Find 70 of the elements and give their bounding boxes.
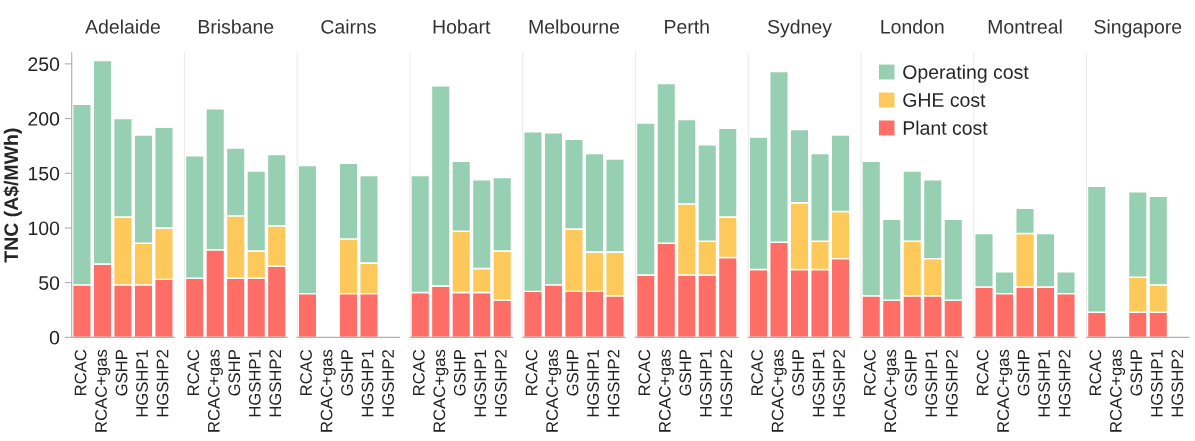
chart-title: Adelaide [85, 19, 160, 34]
x-tick-label: GSHP [904, 350, 917, 396]
x-tick-label: HGSHP1 [699, 349, 712, 417]
x-tick-label: GSHP [1130, 350, 1143, 396]
chart-title: Hobart [433, 19, 491, 34]
x-tick-label: HGSHP2 [1171, 350, 1184, 417]
chart-title: Montreal [988, 19, 1062, 34]
y-tick-label: 0 [49, 330, 60, 345]
x-tick-label: HGSHP1 [1038, 349, 1050, 417]
x-tick-label: HGSHP2 [494, 350, 507, 417]
y-tick-label: 200 [28, 112, 60, 126]
x-tick-label: HGSHP2 [156, 350, 169, 417]
x-tick-label: RCAC+gas [433, 349, 449, 432]
chart-title: Perth [665, 19, 709, 34]
x-tick-label: GSHP [453, 350, 466, 396]
x-tick-label: GSHP [679, 350, 692, 396]
x-tick-label: RCAC [187, 349, 200, 396]
y-tick-label: 150 [28, 166, 60, 181]
chart-title: Brisbane [198, 19, 274, 34]
x-tick-label: HGSHP1 [812, 349, 825, 417]
x-tick-label: HGSHP2 [833, 350, 845, 417]
x-tick-label: RCAC [412, 349, 425, 396]
x-tick-label: RCAC+gas [320, 349, 336, 432]
legend-label: Operating cost [903, 64, 1029, 83]
x-tick-label: HGSHP1 [248, 349, 261, 417]
x-tick-label: HGSHP2 [1058, 350, 1071, 417]
x-tick-label: RCAC [863, 349, 876, 396]
x-tick-label: HGSHP1 [925, 349, 938, 417]
x-tick-label: HGSHP1 [474, 349, 487, 417]
x-tick-label: HGSHP2 [720, 350, 733, 417]
y-tick-label: 50 [39, 276, 60, 290]
x-tick-label: GSHP [115, 350, 128, 396]
chart-title: Cairns [321, 19, 376, 34]
chart-title: Singapore [1094, 19, 1182, 38]
x-tick-label: RCAC [74, 349, 87, 396]
x-tick-label: RCAC [976, 349, 989, 396]
x-tick-label: HGSHP1 [587, 349, 599, 417]
x-tick-label: GSHP [566, 350, 579, 396]
x-tick-label: HGSHP1 [1150, 349, 1163, 417]
x-tick-label: HGSHP1 [136, 349, 148, 417]
chart-title: Sydney [767, 19, 832, 38]
y-tick-label: 100 [28, 221, 60, 236]
x-tick-label: RCAC+gas [658, 349, 675, 432]
x-tick-label: RCAC+gas [95, 349, 111, 432]
y-axis-title: TNC (A$/MWh) [3, 128, 22, 263]
x-tick-label: RCAC [525, 349, 538, 396]
x-tick-label: GSHP [341, 350, 353, 396]
x-tick-label: RCAC+gas [207, 349, 223, 432]
x-tick-label: RCAC+gas [997, 349, 1013, 432]
x-tick-label: RCAC+gas [1109, 349, 1126, 432]
chart-title: London [881, 19, 944, 34]
chart-title: Melbourne [529, 19, 620, 34]
x-tick-label: RCAC [300, 349, 312, 396]
x-tick-label: HGSHP1 [361, 349, 374, 417]
x-tick-label: RCAC [751, 349, 763, 396]
x-tick-label: GSHP [228, 350, 241, 396]
x-tick-label: HGSHP2 [269, 350, 282, 417]
x-tick-label: HGSHP2 [607, 350, 620, 417]
legend-label: GHE cost [903, 93, 986, 107]
y-tick-label: 250 [28, 57, 60, 72]
x-tick-label: RCAC [1089, 349, 1102, 396]
x-tick-label: RCAC+gas [546, 349, 562, 432]
x-tick-label: RCAC [638, 349, 651, 396]
legend-label: Plant cost [903, 120, 988, 135]
x-tick-label: RCAC+gas [884, 349, 900, 432]
x-tick-label: HGSHP2 [382, 350, 394, 417]
x-tick-label: RCAC+gas [771, 349, 787, 432]
x-tick-label: GSHP [792, 350, 804, 396]
x-tick-label: GSHP [1017, 350, 1030, 396]
x-tick-label: HGSHP2 [945, 350, 958, 417]
